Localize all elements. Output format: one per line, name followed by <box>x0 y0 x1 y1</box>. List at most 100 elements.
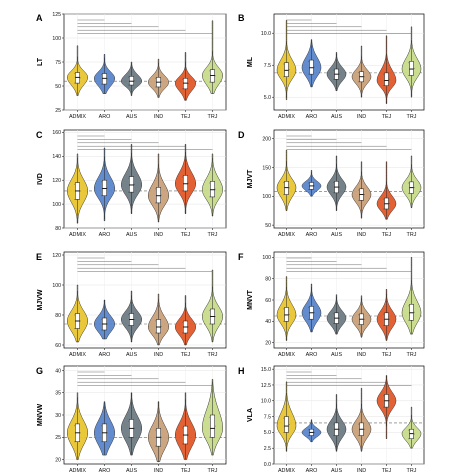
x-tick-label: AUS <box>331 114 342 120</box>
box-trj <box>210 414 215 438</box>
panel-e: E 60 80 100 120 MJVW ADMIX ARO AUS IND TEJ TRJ <box>36 251 227 358</box>
data-point <box>283 63 285 65</box>
data-point <box>79 432 81 434</box>
panel-g: G 20 25 30 35 40 MNVW ADMIX ARO AUS IND TEJ TRJ <box>36 365 227 474</box>
data-point <box>128 314 130 316</box>
data-point <box>214 316 216 317</box>
box-trj <box>210 181 215 198</box>
data-point <box>101 195 103 197</box>
data-point <box>155 332 157 334</box>
y-axis-label: IVD <box>37 173 44 185</box>
box-admix <box>284 307 289 322</box>
data-point <box>214 75 216 77</box>
y-tick-label: 5.0 <box>264 95 271 101</box>
y-tick-label: 50 <box>55 84 61 90</box>
data-point <box>101 74 103 76</box>
data-point <box>383 313 385 315</box>
x-tick-label: TRJ <box>208 114 218 120</box>
x-tick-label: ADMIX <box>69 114 86 120</box>
x-tick-label: ADMIX <box>278 352 295 358</box>
x-tick-label: IND <box>357 114 366 120</box>
x-tick-label: IND <box>154 352 163 358</box>
data-point <box>363 76 365 78</box>
data-point <box>308 73 310 75</box>
data-point <box>214 425 216 427</box>
y-tick-label: 40 <box>55 368 61 374</box>
data-point <box>187 182 189 184</box>
x-tick-label: AUS <box>331 232 342 238</box>
y-tick-label: 20 <box>55 457 61 463</box>
data-point <box>106 187 108 189</box>
data-point <box>358 81 360 83</box>
data-point <box>182 176 184 178</box>
box-ind <box>156 319 161 334</box>
data-point <box>358 324 360 326</box>
data-point <box>358 435 360 437</box>
y-tick-label: 10.0 <box>261 399 271 405</box>
box-trj <box>409 61 414 76</box>
x-tick-label: IND <box>154 232 163 238</box>
data-point <box>288 423 290 425</box>
data-point <box>79 190 81 192</box>
data-point <box>101 181 103 183</box>
y-axis-label: LT <box>37 57 44 66</box>
data-point <box>383 73 385 75</box>
data-point <box>106 432 108 434</box>
data-point <box>214 188 216 190</box>
x-tick-label: TEJ <box>382 232 392 238</box>
data-point <box>363 428 365 430</box>
data-point <box>413 311 415 313</box>
data-point <box>160 325 162 327</box>
data-point <box>333 69 335 71</box>
data-point <box>155 445 157 447</box>
data-point <box>388 400 390 402</box>
y-tick-label: 160 <box>52 130 61 136</box>
box-tej <box>183 175 188 192</box>
x-tick-label: TRJ <box>208 232 218 238</box>
x-tick-label: ARO <box>306 468 318 474</box>
data-point <box>383 395 385 397</box>
data-point <box>79 320 81 322</box>
box-aus <box>129 176 134 193</box>
y-tick-label: 75 <box>55 60 61 66</box>
data-point <box>182 427 184 429</box>
y-tick-label: 10.0 <box>261 31 271 37</box>
data-point <box>133 183 135 185</box>
data-point <box>155 429 157 431</box>
data-point <box>101 318 103 320</box>
y-tick-label: 80 <box>55 226 61 232</box>
data-point <box>155 320 157 322</box>
data-point <box>358 423 360 425</box>
y-tick-label: 100 <box>262 194 271 200</box>
y-tick-label: 120 <box>52 253 61 259</box>
data-point <box>133 427 135 429</box>
panel-f: F 20 40 60 80 100 MNVT ADMIX ARO AUS IND TEJ TRJ <box>238 251 425 358</box>
y-tick-label: 100 <box>52 36 61 42</box>
panel-h: H 0.0 2.5 5.0 7.5 10.0 12.5 15.0 VLA ADMIX ARO AUS I… <box>238 365 425 474</box>
data-point <box>358 72 360 74</box>
x-tick-label: IND <box>154 468 163 474</box>
y-tick-label: 80 <box>55 313 61 319</box>
y-axis-label: ML <box>247 56 254 67</box>
box-aro <box>102 179 107 197</box>
data-point <box>182 88 184 90</box>
x-tick-label: ARO <box>99 468 111 474</box>
y-tick-label: 40 <box>265 319 271 325</box>
panel-b: B 5.0 7.5 10.0 ML ADMIX ARO AUS IND TEJ TRJ <box>238 13 425 120</box>
x-tick-label: ADMIX <box>69 352 86 358</box>
data-point <box>413 433 415 435</box>
y-tick-label: 12.5 <box>261 383 271 389</box>
x-tick-label: IND <box>154 114 163 120</box>
y-tick-label: 30 <box>55 413 61 419</box>
data-point <box>160 194 162 196</box>
data-point <box>283 182 285 184</box>
data-point <box>101 329 103 331</box>
data-point <box>106 323 108 325</box>
panel-d: D 50 100 150 200 MJVT ADMIX ARO AUS IND TEJ TRJ <box>238 129 425 238</box>
y-axis-label: MNVT <box>247 289 254 310</box>
data-point <box>288 187 290 189</box>
data-point <box>182 190 184 192</box>
data-point <box>408 305 410 307</box>
y-axis-label: MNVW <box>37 404 44 427</box>
